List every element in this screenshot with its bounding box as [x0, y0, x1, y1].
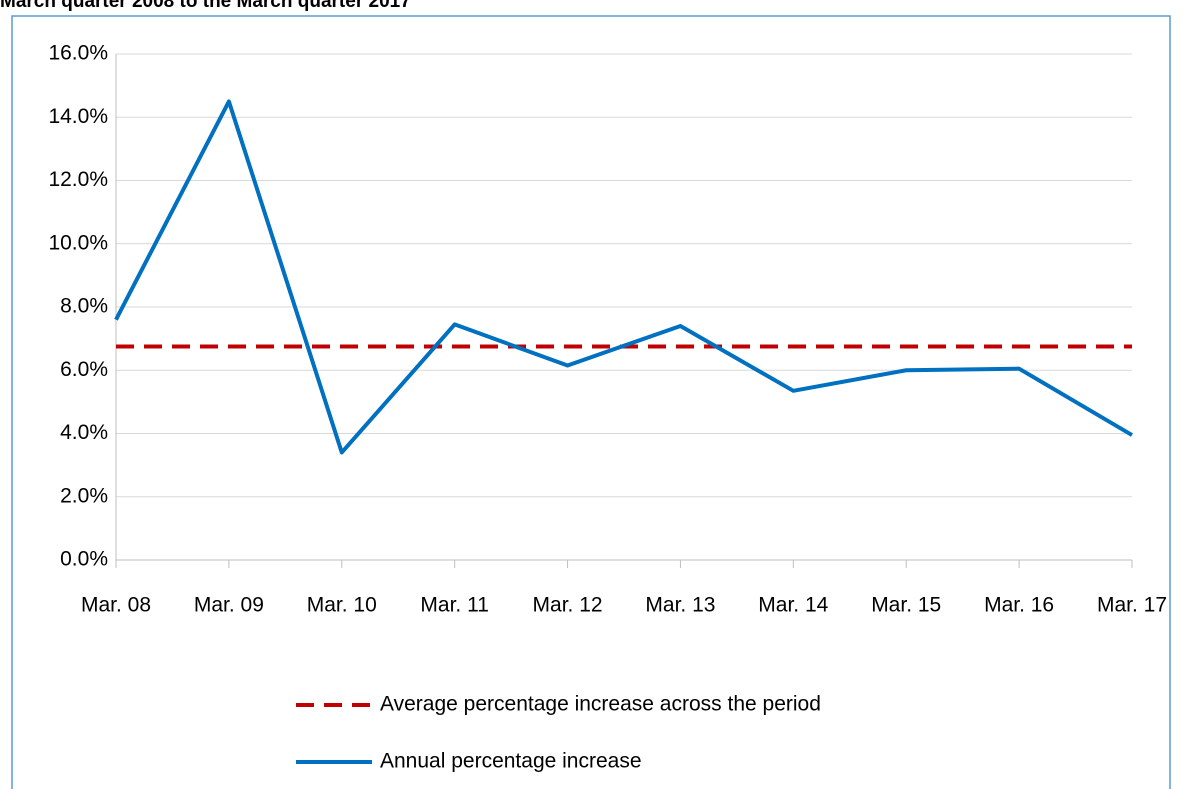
x-tick-label: Mar. 11	[420, 594, 488, 617]
x-tick-label: Mar. 15	[871, 594, 941, 617]
chart-title: March quarter 2008 to the March quarter …	[0, 0, 411, 12]
legend-label: Average percentage increase across the p…	[380, 693, 821, 716]
y-tick-label: 16.0%	[48, 42, 108, 65]
y-tick-label: 4.0%	[60, 421, 108, 444]
legend-label: Annual percentage increase	[380, 750, 642, 773]
series-line	[114, 99, 1134, 455]
y-tick-label: 12.0%	[48, 168, 108, 191]
x-tick-label: Mar. 08	[81, 594, 151, 617]
chart-frame	[11, 15, 1171, 789]
x-tick-label: Mar. 10	[307, 594, 377, 617]
y-tick-label: 0.0%	[60, 548, 108, 571]
x-tick-label: Mar. 09	[194, 594, 264, 617]
y-tick-label: 14.0%	[48, 105, 108, 128]
x-tick-label: Mar. 16	[984, 594, 1054, 617]
y-tick-label: 8.0%	[60, 295, 108, 318]
y-tick-label: 10.0%	[48, 231, 108, 254]
x-tick-label: Mar. 13	[645, 594, 715, 617]
y-tick-label: 2.0%	[60, 484, 108, 507]
x-tick-label: Mar. 12	[533, 594, 603, 617]
y-tick-label: 6.0%	[60, 358, 108, 381]
x-tick-label: Mar. 17	[1097, 594, 1167, 617]
x-tick-label: Mar. 14	[758, 594, 828, 617]
